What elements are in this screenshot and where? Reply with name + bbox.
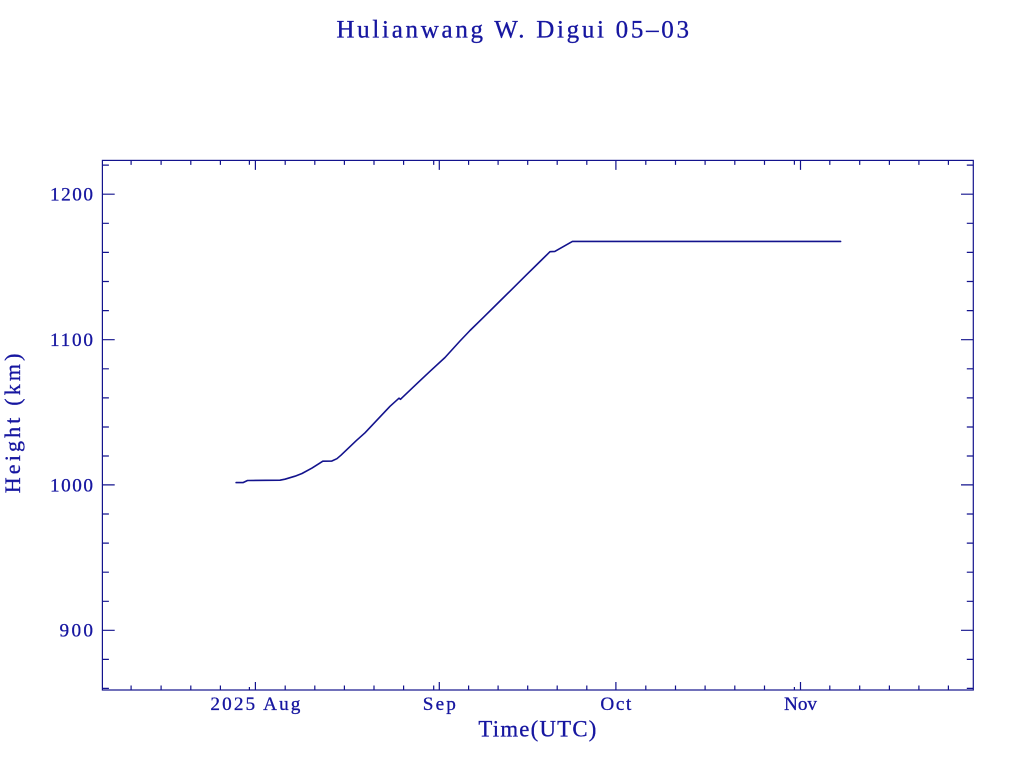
- svg-text:Height (km): Height (km): [0, 354, 25, 494]
- svg-text:Oct: Oct: [600, 694, 632, 715]
- svg-text:Sep: Sep: [423, 694, 456, 715]
- svg-text:900: 900: [60, 621, 94, 642]
- svg-text:Nov: Nov: [784, 694, 817, 715]
- svg-text:Hulianwang W. Digui 05–03: Hulianwang W. Digui 05–03: [336, 17, 689, 44]
- svg-text:Time(UTC): Time(UTC): [478, 717, 596, 742]
- svg-text:1000: 1000: [50, 475, 93, 496]
- svg-text:1100: 1100: [50, 330, 93, 351]
- svg-text:1200: 1200: [50, 185, 93, 206]
